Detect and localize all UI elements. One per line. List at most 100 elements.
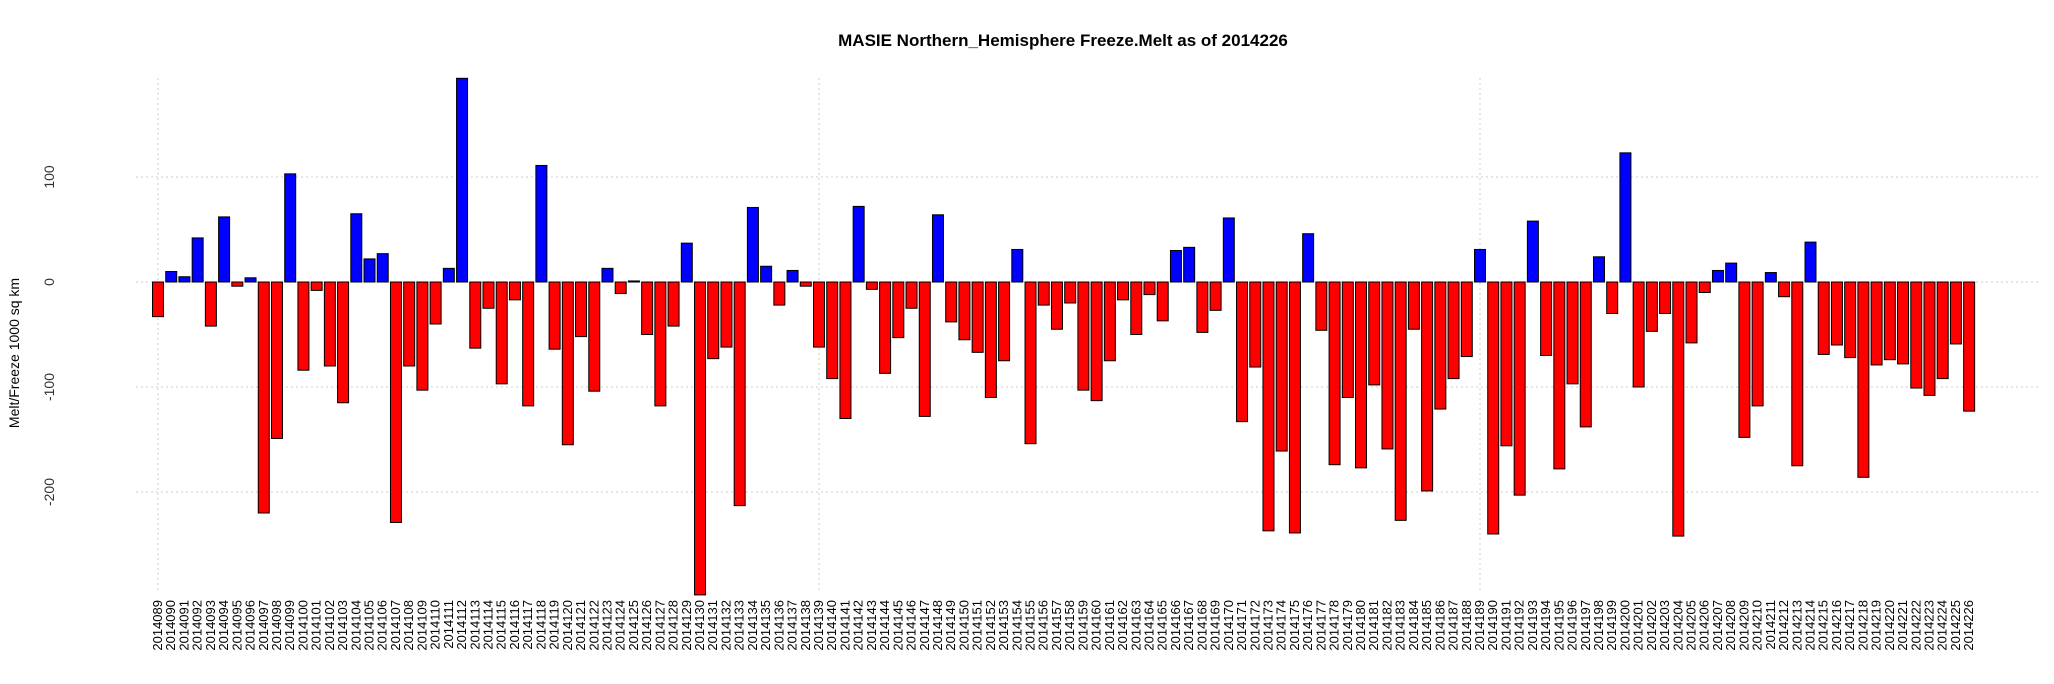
bar-2014130: [694, 281, 707, 596]
x-tick-label: 2014221: [1895, 600, 1910, 651]
bar-2014198: [1592, 256, 1605, 283]
y-axis-title: Melt/Freeze 1000 sq km: [6, 278, 22, 428]
x-tick-label: 2014150: [956, 600, 971, 651]
bar-2014126: [641, 281, 654, 335]
x-tick-label: 2014197: [1578, 600, 1593, 651]
bar-2014186: [1434, 281, 1447, 410]
bar-2014143: [865, 281, 878, 290]
x-tick-label: 2014190: [1485, 600, 1500, 651]
bar-2014152: [984, 281, 997, 398]
x-tick-label: 2014163: [1128, 600, 1143, 651]
bar-2014145: [892, 281, 905, 339]
bar-2014111: [442, 267, 455, 283]
x-tick-label: 2014129: [679, 600, 694, 651]
x-tick-label: 2014104: [348, 600, 363, 651]
x-tick-label: 2014211: [1763, 600, 1778, 650]
x-tick-label: 2014093: [203, 600, 218, 651]
bar-2014114: [482, 281, 495, 309]
x-tick-label: 2014094: [216, 600, 231, 651]
x-tick-label: 2014135: [758, 600, 773, 651]
x-tick-label: 2014105: [362, 600, 377, 651]
x-tick-label: 2014103: [335, 600, 350, 651]
x-tick-label: 2014198: [1591, 600, 1606, 651]
x-tick-label: 2014131: [705, 600, 720, 651]
bar-2014219: [1870, 281, 1883, 366]
bar-2014096: [244, 277, 257, 283]
x-tick-label: 2014158: [1062, 600, 1077, 651]
x-tick-label: 2014110: [428, 600, 443, 650]
x-tick-label: 2014109: [414, 600, 429, 651]
bar-2014129: [680, 242, 693, 283]
bar-2014178: [1328, 281, 1341, 466]
bar-2014199: [1606, 281, 1619, 314]
x-tick-label: 2014147: [917, 600, 932, 651]
y-tick-label: -200: [41, 478, 57, 506]
bar-2014148: [931, 214, 944, 283]
x-tick-label: 2014194: [1538, 600, 1553, 651]
bar-2014140: [826, 281, 839, 380]
bar-2014164: [1143, 281, 1156, 296]
bar-2014097: [257, 281, 270, 514]
x-tick-label: 2014196: [1565, 600, 1580, 651]
x-tick-label: 2014127: [652, 600, 667, 651]
x-tick-label: 2014213: [1789, 600, 1804, 651]
bar-2014179: [1341, 281, 1354, 398]
bar-2014102: [323, 281, 336, 367]
bar-2014103: [337, 281, 350, 404]
x-tick-label: 2014145: [890, 600, 905, 651]
bar-2014180: [1355, 281, 1368, 469]
bar-2014107: [389, 281, 402, 523]
x-tick-label: 2014216: [1829, 600, 1844, 651]
x-tick-label: 2014172: [1247, 600, 1262, 651]
bar-2014117: [522, 281, 535, 407]
bar-2014159: [1077, 281, 1090, 391]
x-tick-label: 2014119: [547, 600, 562, 650]
bar-2014128: [667, 281, 680, 327]
x-tick-label: 2014107: [388, 600, 403, 651]
bar-2014222: [1910, 281, 1923, 389]
x-tick-label: 2014139: [811, 600, 826, 651]
x-tick-label: 2014108: [401, 600, 416, 651]
bar-2014141: [839, 281, 852, 419]
x-tick-label: 2014132: [718, 600, 733, 651]
bar-2014209: [1738, 281, 1751, 438]
x-tick-label: 2014177: [1313, 600, 1328, 651]
x-tick-label: 2014153: [996, 600, 1011, 651]
bar-2014149: [945, 281, 958, 323]
chart-title: MASIE Northern_Hemisphere Freeze.Melt as…: [838, 31, 1288, 50]
bar-2014093: [204, 281, 217, 327]
bar-2014142: [852, 205, 865, 283]
bar-2014108: [403, 281, 416, 367]
x-tick-label: 2014146: [904, 600, 919, 651]
bar-2014091: [178, 276, 191, 283]
x-tick-label: 2014095: [229, 600, 244, 651]
bar-2014125: [627, 280, 640, 283]
x-tick-label: 2014210: [1750, 600, 1765, 651]
x-tick-label: 2014122: [586, 600, 601, 651]
x-tick-label: 2014124: [613, 600, 628, 651]
x-tick-label: 2014202: [1644, 600, 1659, 651]
bar-2014121: [575, 281, 588, 338]
x-tick-label: 2014173: [1260, 600, 1275, 651]
x-tick-label: 2014226: [1961, 600, 1976, 651]
bar-2014157: [1050, 281, 1063, 330]
bar-2014213: [1791, 281, 1804, 467]
bar-2014095: [231, 281, 244, 287]
x-tick-label: 2014171: [1234, 600, 1249, 651]
x-tick-label: 2014183: [1393, 600, 1408, 651]
bar-2014169: [1209, 281, 1222, 311]
x-tick-label: 2014185: [1419, 600, 1434, 651]
x-tick-label: 2014203: [1657, 600, 1672, 651]
bar-2014090: [165, 271, 178, 283]
x-tick-label: 2014199: [1604, 600, 1619, 651]
x-tick-label: 2014169: [1208, 600, 1223, 651]
x-tick-label: 2014166: [1168, 600, 1183, 651]
x-tick-label: 2014201: [1631, 600, 1646, 651]
bar-2014171: [1236, 281, 1249, 423]
bar-2014162: [1117, 281, 1130, 301]
x-tick-label: 2014164: [1142, 600, 1157, 651]
bar-2014196: [1566, 281, 1579, 385]
x-tick-label: 2014101: [309, 600, 324, 651]
x-tick-label: 2014189: [1472, 600, 1487, 651]
x-tick-label: 2014106: [375, 600, 390, 651]
